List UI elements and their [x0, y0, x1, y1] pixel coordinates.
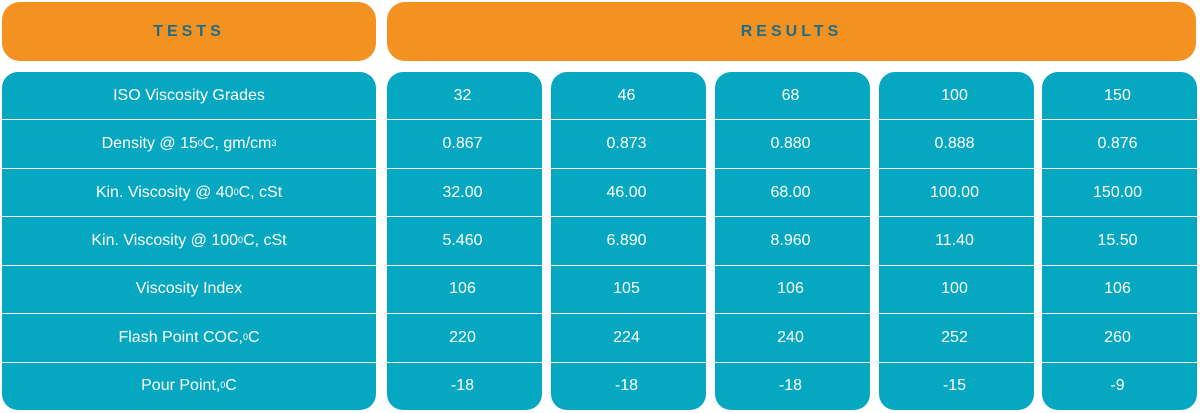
result-cell: 68.00 — [715, 167, 870, 216]
result-cell: 32.00 — [387, 167, 542, 216]
result-cell: 220 — [387, 313, 542, 361]
results-column-grade-32: 32 0.867 32.00 5.460 106 220 -18 — [387, 72, 542, 410]
result-cell: 240 — [715, 313, 870, 361]
test-label-iso-viscosity-grades: ISO Viscosity Grades — [113, 86, 265, 104]
result-cell: -9 — [1042, 361, 1197, 410]
result-cell: 68 — [781, 86, 800, 104]
result-cell: -18 — [551, 361, 706, 410]
test-label-density: Density @ 15 0 C, gm/cm 3 — [2, 119, 376, 167]
result-cell: 224 — [551, 313, 706, 361]
result-cell: 100 — [941, 86, 968, 104]
result-cell: 8.960 — [715, 216, 870, 264]
result-cell: 0.876 — [1042, 119, 1197, 167]
result-cell: 105 — [551, 264, 706, 313]
result-cell: 106 — [715, 264, 870, 313]
result-cell: 0.867 — [387, 119, 542, 167]
result-cell: -18 — [715, 361, 870, 410]
results-column-grade-100: 100 0.888 100.00 11.40 100 252 -15 — [879, 72, 1034, 410]
result-cell: 46 — [617, 86, 636, 104]
results-column-grade-68: 68 0.880 68.00 8.960 106 240 -18 — [715, 72, 870, 410]
tests-column: ISO Viscosity Grades Density @ 15 0 C, gm… — [2, 72, 376, 410]
test-label-kin-viscosity-100: Kin. Viscosity @ 100 0 C, cSt — [2, 216, 376, 264]
result-cell: 260 — [1042, 313, 1197, 361]
result-cell: 106 — [1042, 264, 1197, 313]
result-cell: 150.00 — [1042, 167, 1197, 216]
results-header: RESULTS — [387, 2, 1196, 61]
tests-header: TESTS — [2, 2, 376, 61]
result-cell: 100 — [879, 264, 1034, 313]
result-cell: 6.890 — [551, 216, 706, 264]
result-cell: 15.50 — [1042, 216, 1197, 264]
result-cell: 150 — [1104, 86, 1131, 104]
result-cell: 0.873 — [551, 119, 706, 167]
result-cell: -15 — [879, 361, 1034, 410]
result-cell: -18 — [387, 361, 542, 410]
results-column-grade-150: 150 0.876 150.00 15.50 106 260 -9 — [1042, 72, 1197, 410]
result-cell: 100.00 — [879, 167, 1034, 216]
result-cell: 32 — [453, 86, 472, 104]
result-cell: 106 — [387, 264, 542, 313]
result-cell: 46.00 — [551, 167, 706, 216]
test-label-kin-viscosity-40: Kin. Viscosity @ 40 0 C, cSt — [2, 167, 376, 216]
result-cell: 252 — [879, 313, 1034, 361]
result-cell: 0.888 — [879, 119, 1034, 167]
results-column-grade-46: 46 0.873 46.00 6.890 105 224 -18 — [551, 72, 706, 410]
result-cell: 5.460 — [387, 216, 542, 264]
result-cell: 11.40 — [879, 216, 1034, 264]
result-cell: 0.880 — [715, 119, 870, 167]
test-label-viscosity-index: Viscosity Index — [2, 264, 376, 313]
